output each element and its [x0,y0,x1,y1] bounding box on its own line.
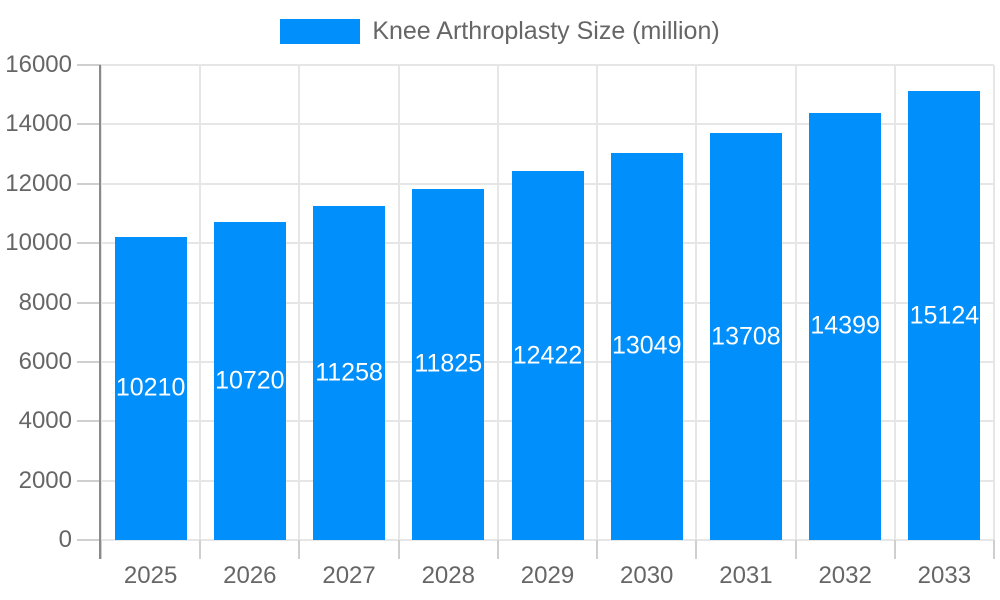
y-tick-label: 8000 [18,288,72,316]
bar[interactable] [213,221,286,540]
v-gridline [695,65,698,540]
v-gridline [596,65,599,540]
v-gridline [298,65,301,540]
y-tick-mark [77,360,101,363]
x-tick-mark [596,540,599,559]
v-gridline [496,65,499,540]
x-tick-label: 2031 [719,562,773,589]
y-tick-label: 16000 [5,51,72,78]
x-tick-mark [100,540,102,559]
bar[interactable] [809,112,882,540]
x-tick-label: 2030 [620,562,674,589]
v-gridline [199,65,202,540]
x-tick-label: 2032 [818,562,872,589]
y-tick-label: 4000 [18,407,72,435]
x-tick-mark [397,540,400,559]
y-axis-line [99,65,101,559]
x-tick-mark [695,540,698,559]
y-tick-label: 14000 [5,110,72,138]
y-tick-mark [77,479,101,482]
legend-label: Knee Arthroplasty Size (million) [372,17,720,45]
plot-area: 0 2000 4000 6000 8000 10000 12000 14000 16000 102… [5,51,995,589]
x-tick-label: 2028 [421,562,475,589]
y-tick-mark [77,539,101,541]
v-gridline [893,65,896,540]
y-tick-mark [77,301,101,304]
bar[interactable] [114,236,187,540]
legend-item[interactable]: Knee Arthroplasty Size (million) [0,17,1000,45]
bar[interactable] [313,205,386,540]
y-tick-mark [77,123,101,126]
v-gridline [100,65,102,540]
y-tick-mark [77,182,101,185]
x-tick-mark [893,540,896,559]
bar[interactable] [610,152,683,540]
x-tick-label: 2033 [917,562,972,589]
h-gridline [101,64,994,66]
y-tick-mark [77,242,101,245]
x-tick-mark [298,540,301,559]
x-tick-mark [199,540,202,559]
bar[interactable] [511,171,584,540]
x-tick-label: 2025 [123,562,178,589]
legend-swatch [280,18,361,44]
x-tick-mark [794,540,797,559]
x-tick-label: 2026 [223,562,277,589]
bar[interactable] [908,91,981,540]
x-tick-label: 2029 [520,562,575,589]
bar[interactable] [709,133,782,540]
y-tick-label: 2000 [18,466,72,494]
x-tick-mark [496,540,499,559]
y-tick-mark [77,64,101,66]
bar[interactable] [412,188,485,540]
v-gridline [397,65,400,540]
y-tick-label: 0 [58,526,72,553]
x-tick-mark [993,540,995,559]
y-tick-label: 10000 [5,229,72,257]
y-tick-label: 6000 [18,347,72,375]
v-gridline [794,65,797,540]
y-tick-mark [77,420,101,423]
y-tick-label: 12000 [5,169,72,197]
v-gridline [993,65,995,540]
x-tick-label: 2027 [322,562,376,589]
